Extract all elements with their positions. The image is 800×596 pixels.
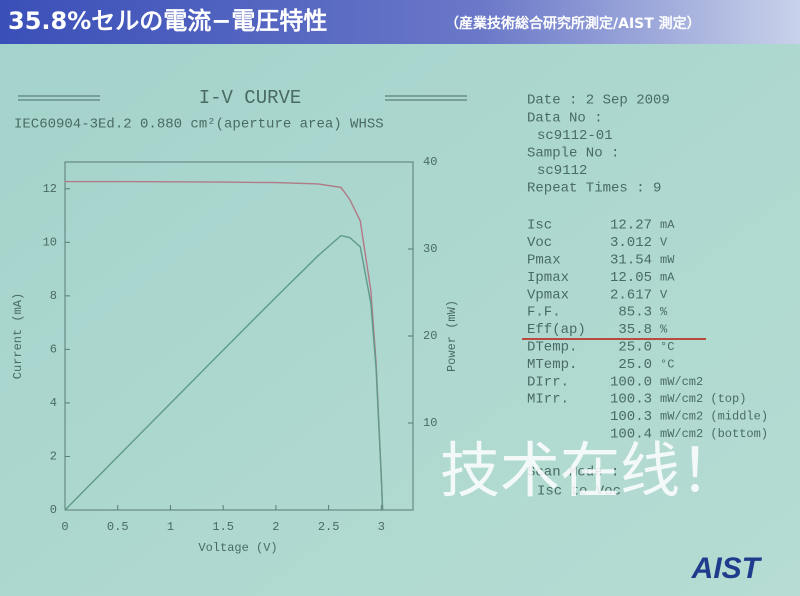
chart-subtitle: IEC60904-3Ed.2 0.880 cm²(aperture area) … [14, 117, 384, 133]
y-tick-label: 12 [43, 182, 57, 196]
param-value: 2.617 [610, 287, 652, 303]
series-line [64, 234, 384, 511]
param-unit: V [660, 236, 668, 250]
param-label: Eff(ap) [527, 322, 586, 338]
param-unit: °C [660, 340, 674, 354]
title-bar [0, 0, 800, 44]
param-label: Vpmax [527, 287, 569, 303]
y-tick-label: 4 [50, 396, 57, 410]
param-label: DTemp. [527, 340, 577, 356]
param-value: 12.27 [610, 218, 652, 234]
param-value: 35.8 [618, 322, 652, 338]
param-unit: mW/cm2 [660, 375, 703, 389]
y2-axis-label: Power (mW) [445, 300, 459, 372]
param-unit: % [660, 305, 668, 319]
param-value: 100.0 [610, 374, 652, 390]
param-unit: % [660, 323, 668, 337]
watermark: 技术在线！ [440, 437, 740, 507]
y2-tick-label: 40 [423, 155, 437, 169]
param-value: 3.012 [610, 235, 652, 251]
param-value: 25.0 [618, 357, 652, 373]
x-tick-label: 1 [167, 520, 174, 534]
param-label: Isc [527, 218, 552, 234]
info-line: Sample No : [527, 146, 619, 162]
info-line: Repeat Times : 9 [527, 181, 661, 197]
param-value: 100.3 [610, 409, 652, 425]
param-label: MTemp. [527, 357, 577, 373]
param-label: DIrr. [527, 374, 569, 390]
param-label: Pmax [527, 253, 561, 269]
param-unit: mA [660, 218, 675, 232]
param-unit: mW/cm2 (bottom) [660, 427, 768, 441]
scan-line: Isc to Voc [537, 484, 621, 500]
y2-tick-label: 20 [423, 329, 437, 343]
x-tick-label: 0.5 [107, 520, 129, 534]
param-unit: mW/cm2 (middle) [660, 410, 768, 424]
x-tick-label: 2.5 [318, 520, 340, 534]
title-ornament [18, 95, 467, 101]
param-value: 25.0 [618, 340, 652, 356]
param-label: Voc [527, 235, 552, 251]
param-label: Ipmax [527, 270, 569, 286]
x-tick-label: 2 [272, 520, 279, 534]
param-label: MIrr. [527, 392, 569, 408]
info-line: Data No : [527, 110, 603, 126]
scan-line: Scan Mode : [527, 465, 619, 481]
param-value: 100.4 [610, 427, 652, 443]
y-tick-label: 10 [43, 235, 57, 249]
x-tick-label: 1.5 [212, 520, 234, 534]
param-unit: mA [660, 270, 675, 284]
x-tick-label: 3 [378, 520, 385, 534]
chart-title: I-V CURVE [199, 87, 302, 109]
param-unit: °C [660, 357, 674, 371]
param-unit: V [660, 288, 668, 302]
y-tick-label: 0 [50, 503, 57, 517]
param-value: 85.3 [618, 305, 652, 321]
x-tick-label: 0 [61, 520, 68, 534]
y-tick-label: 6 [50, 343, 57, 357]
param-value: 31.54 [610, 253, 652, 269]
info-line: sc9112-01 [537, 128, 613, 144]
slide-title: 35.8%セルの電流−電圧特性 [8, 7, 327, 35]
y2-tick-label: 10 [423, 416, 437, 430]
param-label: F.F. [527, 305, 561, 321]
y2-tick-label: 30 [423, 242, 437, 256]
y-axis-label: Current (mA) [11, 293, 25, 379]
param-value: 12.05 [610, 270, 652, 286]
x-axis-label: Voltage (V) [198, 541, 277, 555]
info-line: Date : 2 Sep 2009 [527, 93, 670, 109]
param-value: 100.3 [610, 392, 652, 408]
logo: AIST [691, 552, 763, 585]
y-tick-label: 8 [50, 289, 57, 303]
info-line: sc9112 [537, 163, 587, 179]
slide-subtitle: （産業技術総合研究所測定/AIST 測定） [445, 15, 701, 32]
param-unit: mW [660, 253, 675, 267]
y-tick-label: 2 [50, 450, 57, 464]
param-unit: mW/cm2 (top) [660, 392, 746, 406]
